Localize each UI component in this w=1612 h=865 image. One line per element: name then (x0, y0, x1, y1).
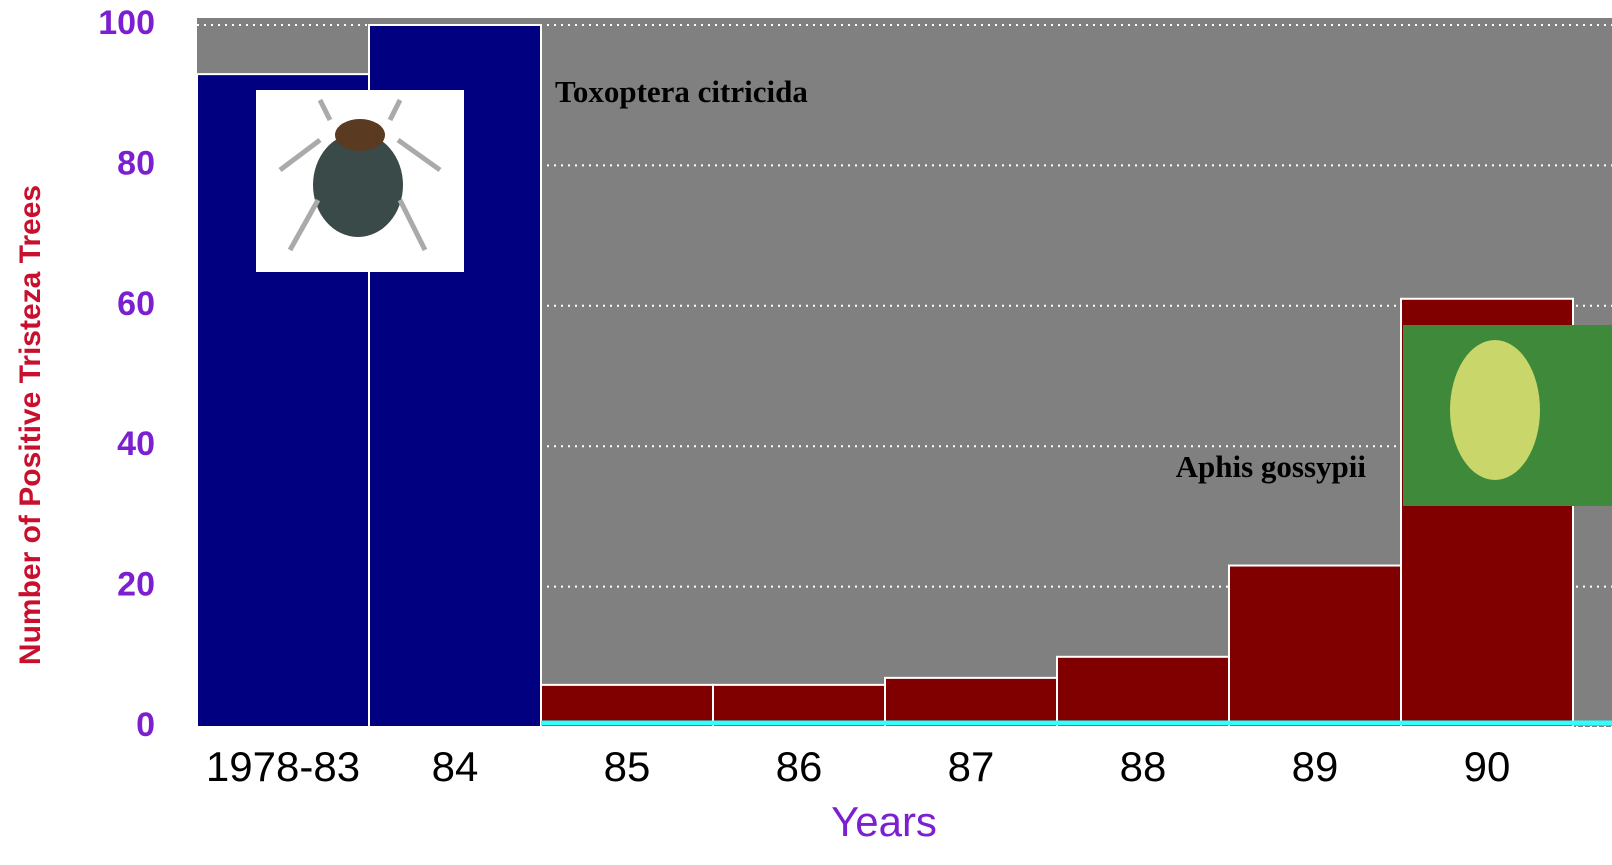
annotation: Aphis gossypii (1176, 449, 1367, 484)
x-tick-label: 86 (776, 743, 823, 790)
x-tick-label: 1978-83 (206, 743, 360, 790)
x-tick-label: 88 (1120, 743, 1167, 790)
x-axis-label: Years (831, 798, 937, 845)
bar (1057, 657, 1229, 727)
x-tick-label: 85 (604, 743, 651, 790)
aphid-image-dark (256, 90, 464, 272)
bar (885, 678, 1057, 727)
bar (1229, 566, 1401, 727)
aphid-image-yellow (1403, 325, 1612, 506)
y-tick-label: 60 (117, 285, 155, 323)
chart: Toxoptera citricida Aphis gossypii Numbe… (0, 0, 1612, 865)
y-tick-label: 100 (98, 4, 155, 42)
y-tick-label: 40 (117, 425, 155, 463)
y-tick-label: 0 (136, 706, 155, 744)
y-axis-label: Number of Positive Tristeza Trees (14, 185, 47, 665)
y-tick-label: 20 (117, 566, 155, 604)
x-tick-label: 84 (432, 743, 479, 790)
x-tick-label: 89 (1292, 743, 1339, 790)
annotation: Toxoptera citricida (555, 74, 808, 109)
x-tick-label: 90 (1464, 743, 1511, 790)
y-tick-label: 80 (117, 144, 155, 182)
x-tick-label: 87 (948, 743, 995, 790)
